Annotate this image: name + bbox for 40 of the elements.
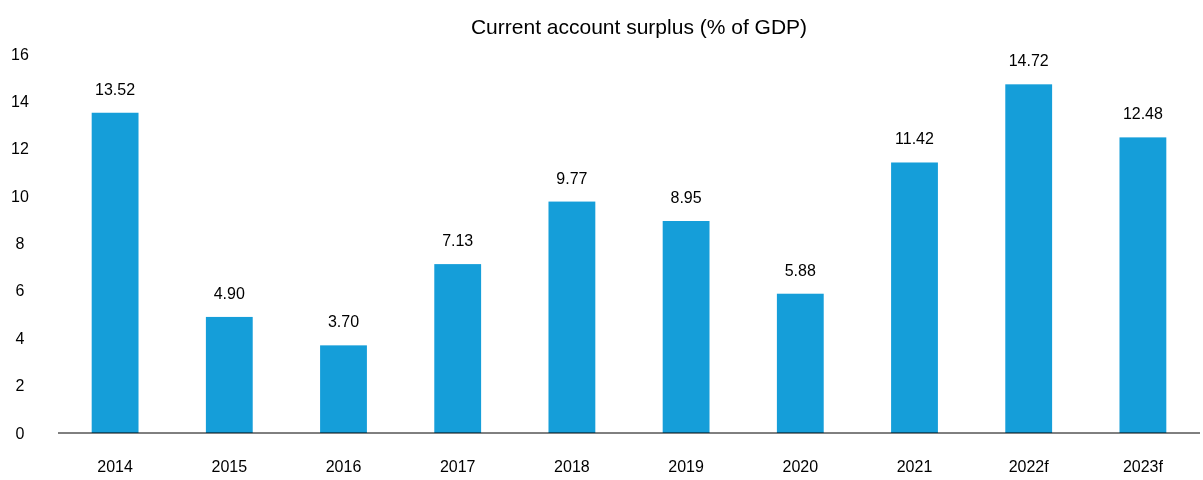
x-tick-label: 2018 — [554, 458, 590, 475]
x-tick-label: 2023f — [1122, 458, 1164, 475]
data-label: 14.72 — [1008, 52, 1049, 70]
x-tick-label: 2014 — [97, 458, 133, 475]
data-label: 7.13 — [442, 232, 474, 250]
y-tick-label: 4 — [15, 329, 25, 347]
y-tick-label: 10 — [11, 187, 29, 205]
x-tick-label: 2022f — [1008, 458, 1050, 475]
bar — [891, 162, 938, 433]
y-tick-label: 6 — [15, 282, 25, 300]
y-tick-label: 16 — [11, 45, 29, 63]
data-label: 13.52 — [95, 80, 136, 98]
y-tick-label: 0 — [15, 424, 25, 442]
y-tick-label: 2 — [15, 377, 25, 395]
x-tick-label: 2020 — [782, 458, 819, 475]
x-tick-label: 2019 — [668, 458, 704, 475]
bar — [320, 345, 367, 433]
bar — [434, 264, 482, 433]
y-tick-label: 14 — [11, 92, 29, 110]
x-tick-label: 2015 — [211, 458, 248, 475]
data-label: 3.70 — [327, 313, 360, 331]
data-label: 4.90 — [213, 284, 245, 302]
bar — [776, 293, 824, 433]
x-tick-label: 2021 — [896, 458, 933, 475]
data-label: 12.48 — [1122, 105, 1164, 123]
data-label: 5.88 — [784, 261, 816, 279]
chart-title: Current account surplus (% of GDP) — [470, 15, 808, 38]
bar — [662, 221, 710, 433]
bar — [91, 112, 139, 433]
data-label: 9.77 — [556, 169, 588, 187]
bar — [1005, 84, 1053, 433]
bar — [1119, 137, 1167, 433]
data-label: 11.42 — [895, 130, 935, 148]
data-label: 8.95 — [670, 189, 702, 206]
y-tick-label: 8 — [15, 235, 25, 253]
x-tick-label: 2016 — [325, 458, 362, 475]
y-tick-label: 12 — [11, 140, 29, 158]
bar — [205, 316, 253, 433]
x-tick-label: 2017 — [439, 458, 476, 475]
bar — [548, 201, 596, 433]
